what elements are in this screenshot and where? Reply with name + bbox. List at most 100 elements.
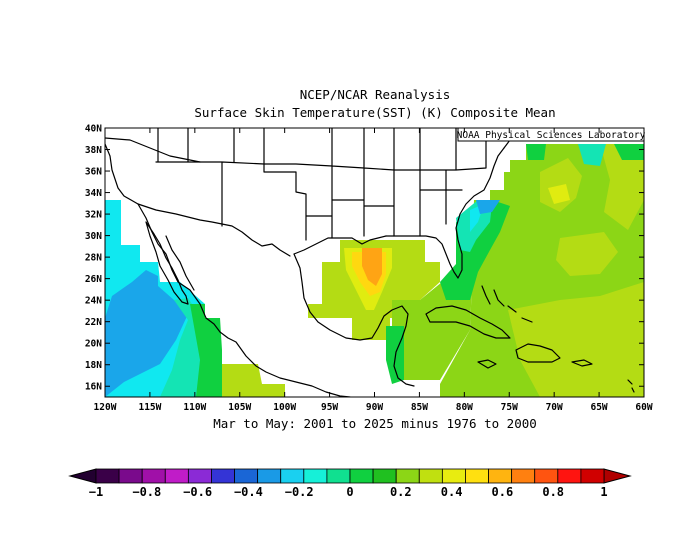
lon-tick-label: 85W <box>411 402 428 413</box>
colorbar-swatch <box>557 468 582 484</box>
title-line-2: Surface Skin Temperature(SST) (K) Compos… <box>194 105 555 120</box>
colorbar-swatch <box>418 468 443 484</box>
lat-tick-label: 16N <box>85 382 102 393</box>
bahamas-1 <box>481 285 491 305</box>
colorbar-swatch <box>141 468 166 484</box>
us-gulf-coast <box>385 147 505 279</box>
baja-california-coast <box>145 221 189 305</box>
texas-coast <box>293 235 387 255</box>
colorbar-swatch <box>465 468 489 484</box>
bahamas-4 <box>521 317 533 323</box>
cuba <box>425 305 511 339</box>
colorbar-tick-label: 0.8 <box>542 485 564 499</box>
atlantic-yg-patch-2 <box>556 232 618 276</box>
lon-tick-label: 120W <box>94 402 117 413</box>
bahamas-2 <box>493 289 505 307</box>
lon-tick-label: 90W <box>366 402 383 413</box>
pacific-teal-strip <box>160 298 202 397</box>
pacific-coast-line <box>105 143 351 397</box>
colorbar-swatch <box>280 468 305 484</box>
colorbar-swatch <box>441 468 466 484</box>
us-state-lines <box>155 128 487 241</box>
colorbar-swatch <box>164 468 189 484</box>
colorbar-max-arrow <box>603 468 632 484</box>
us-mexico-border <box>137 203 291 257</box>
colorbar-swatch <box>534 468 559 484</box>
lon-tick-label: 115W <box>138 402 161 413</box>
lat-tick-label: 20N <box>85 339 102 350</box>
colorbar-tick-label: 0 <box>346 485 353 499</box>
lon-tick-label: 65W <box>590 402 607 413</box>
atlantic-green-patch-1 <box>526 144 546 160</box>
lat-tick-label: 18N <box>85 360 102 371</box>
colorbar-tick-label: 1 <box>600 485 607 499</box>
colorbar-swatch <box>326 468 351 484</box>
colorbar-swatch <box>211 468 235 484</box>
colorbar-min-arrow <box>68 468 97 484</box>
colorbar-swatch <box>95 468 120 484</box>
lon-tick-label: 100W <box>273 402 296 413</box>
lesser-antilles <box>627 379 635 393</box>
latitude-axis: 40N 38N 36N 34N 32N 30N 28N 26N 24N 22N 20N 18N 16N <box>85 124 644 393</box>
credit-box <box>457 127 645 142</box>
colorbar-swatch <box>187 468 212 484</box>
lat-tick-label: 30N <box>85 231 102 242</box>
lon-tick-label: 60W <box>635 402 652 413</box>
jamaica <box>477 359 497 369</box>
atlantic-yg-patch-1 <box>540 158 582 212</box>
atlantic-teal-patch <box>578 144 606 166</box>
lat-tick-label: 32N <box>85 210 102 221</box>
colorbar-swatch <box>257 468 282 484</box>
lat-tick-label: 36N <box>85 167 102 178</box>
colorbar-tick-label: 0.4 <box>441 485 463 499</box>
colorbar: −1 −0.8 −0.6 −0.4 −0.2 0 0.2 0.4 0.6 0.8 1 <box>68 468 632 499</box>
lat-tick-label: 38N <box>85 145 102 156</box>
lon-tick-label: 105W <box>228 402 251 413</box>
pacific-yg-coast <box>222 364 285 397</box>
pacific-green-strip <box>190 304 222 397</box>
lon-tick-label: 110W <box>183 402 206 413</box>
lat-tick-label: 40N <box>85 124 102 135</box>
title-line-1: NCEP/NCAR Reanalysis <box>300 87 451 102</box>
lat-tick-label: 24N <box>85 296 102 307</box>
credit-label: NOAA Physical Sciences Laboratory <box>457 130 646 141</box>
colorbar-swatch <box>395 468 420 484</box>
lat-tick-label: 26N <box>85 274 102 285</box>
puerto-rico <box>571 359 593 367</box>
period-subtitle: Mar to May: 2001 to 2025 minus 1976 to 2… <box>213 416 537 431</box>
gulf-of-california-east <box>165 235 195 291</box>
colorbar-tick-label: 0.2 <box>390 485 412 499</box>
lon-tick-label: 80W <box>456 402 473 413</box>
coastline-and-borders <box>105 128 635 397</box>
longitude-axis: 120W 115W 110W 105W 100W 95W 90W 85W 80W 75W 70W 65… <box>94 128 653 413</box>
colorbar-swatch <box>118 468 143 484</box>
mexico-gulf-coast <box>293 253 415 387</box>
atlantic-green-patch-2 <box>614 144 644 160</box>
colorbar-swatch <box>580 468 605 484</box>
sst-anomaly-field <box>105 144 644 397</box>
pacific-blue-region <box>105 270 188 397</box>
gulf-orange-max <box>362 248 382 286</box>
colorbar-swatch <box>511 468 536 484</box>
colorbar-swatch <box>234 468 259 484</box>
colorbar-tick-label: −0.6 <box>183 485 212 499</box>
hispaniola <box>515 343 561 363</box>
colorbar-swatch <box>349 468 374 484</box>
colorbar-swatch <box>372 468 397 484</box>
colorbar-tick-label: −0.8 <box>132 485 161 499</box>
atlantic-yg-patch-4 <box>508 282 644 397</box>
colorbar-tick-label: −1 <box>89 485 103 499</box>
lon-tick-label: 70W <box>546 402 563 413</box>
lon-tick-label: 75W <box>501 402 518 413</box>
lat-tick-label: 34N <box>85 188 102 199</box>
canada-us-border <box>105 137 201 163</box>
colorbar-swatch <box>303 468 328 484</box>
colorbar-tick-label: 0.6 <box>492 485 514 499</box>
atlantic-yg-patch-3 <box>600 144 644 230</box>
bahamas-3 <box>507 305 517 313</box>
lon-tick-label: 95W <box>321 402 338 413</box>
atlantic-yellow-patch <box>548 184 570 204</box>
colorbar-tick-label: −0.4 <box>234 485 263 499</box>
lat-tick-label: 22N <box>85 317 102 328</box>
